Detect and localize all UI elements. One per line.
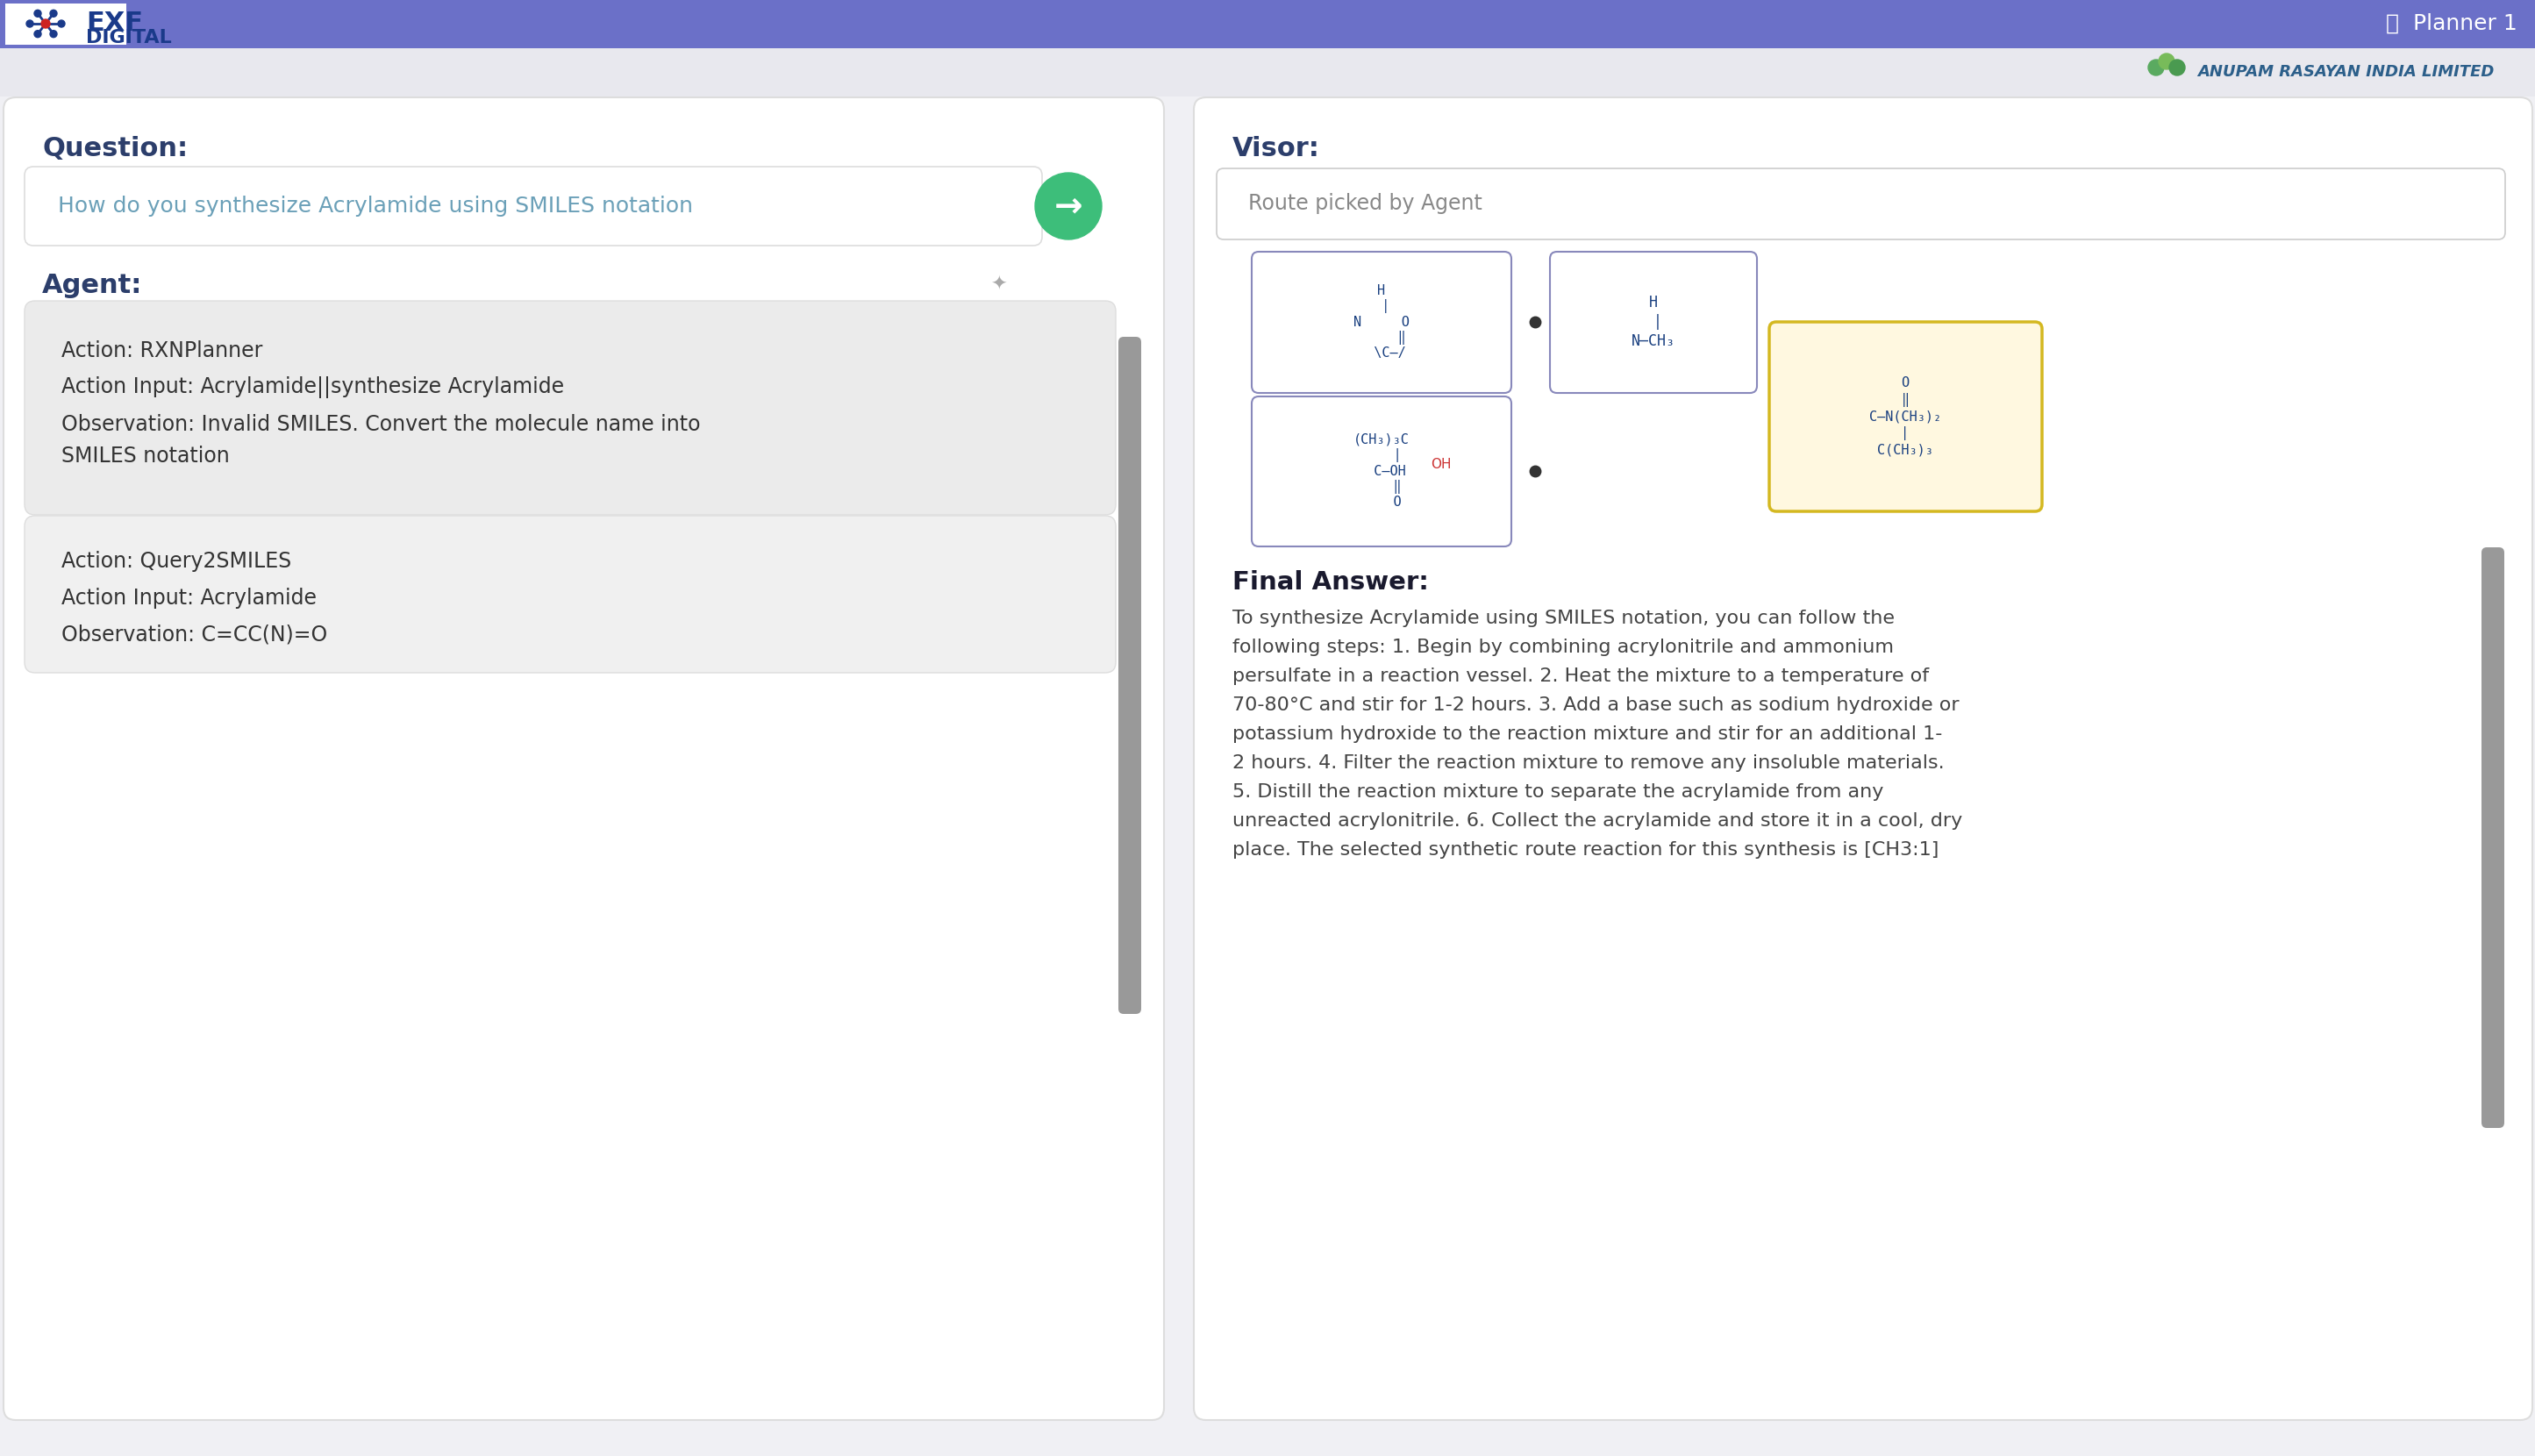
Circle shape <box>58 20 66 28</box>
Circle shape <box>51 10 56 17</box>
FancyBboxPatch shape <box>25 301 1115 515</box>
Circle shape <box>25 20 33 28</box>
Text: 70-80°C and stir for 1-2 hours. 3. Add a base such as sodium hydroxide or: 70-80°C and stir for 1-2 hours. 3. Add a… <box>1232 696 1960 713</box>
FancyBboxPatch shape <box>1549 252 1757 393</box>
Circle shape <box>2170 60 2185 76</box>
FancyBboxPatch shape <box>1194 98 2532 1420</box>
Text: EXF: EXF <box>86 12 142 36</box>
Text: Observation: Invalid SMILES. Convert the molecule name into: Observation: Invalid SMILES. Convert the… <box>61 414 700 435</box>
FancyBboxPatch shape <box>1252 396 1511 546</box>
Text: H
 |
N     O
     ‖
  \C—/: H | N O ‖ \C—/ <box>1354 284 1409 360</box>
Text: Action: Query2SMILES: Action: Query2SMILES <box>61 550 292 572</box>
FancyBboxPatch shape <box>1217 169 2505 239</box>
Text: SMILES notation: SMILES notation <box>61 446 231 466</box>
Text: DIGITAL: DIGITAL <box>86 29 172 47</box>
Text: H
 |
N—CH₃: H | N—CH₃ <box>1633 294 1676 349</box>
Text: To synthesize Acrylamide using SMILES notation, you can follow the: To synthesize Acrylamide using SMILES no… <box>1232 610 1894 628</box>
FancyBboxPatch shape <box>25 515 1115 673</box>
Text: Action: RXNPlanner: Action: RXNPlanner <box>61 341 264 361</box>
Circle shape <box>2147 60 2165 76</box>
Bar <box>5 3 127 45</box>
FancyBboxPatch shape <box>1118 336 1141 1013</box>
Text: 📂  Planner 1: 📂 Planner 1 <box>2385 13 2517 33</box>
Text: ANUPAM RASAYAN INDIA LIMITED: ANUPAM RASAYAN INDIA LIMITED <box>2198 64 2494 80</box>
Text: →: → <box>1055 189 1082 223</box>
Text: place. The selected synthetic route reaction for this synthesis is [CH3:1]: place. The selected synthetic route reac… <box>1232 842 1939 859</box>
Text: OH: OH <box>1430 459 1450 472</box>
Text: 2 hours. 4. Filter the reaction mixture to remove any insoluble materials.: 2 hours. 4. Filter the reaction mixture … <box>1232 754 1944 772</box>
FancyBboxPatch shape <box>25 166 1042 246</box>
Circle shape <box>2160 54 2175 70</box>
Circle shape <box>33 10 41 17</box>
Bar <box>0 48 2535 96</box>
Text: following steps: 1. Begin by combining acrylonitrile and ammonium: following steps: 1. Begin by combining a… <box>1232 639 1894 657</box>
Bar <box>0 0 2535 48</box>
FancyBboxPatch shape <box>1252 252 1511 393</box>
Text: Agent:: Agent: <box>43 272 142 298</box>
Text: (CH₃)₃C
    |
  C—OH
    ‖
    O: (CH₃)₃C | C—OH ‖ O <box>1354 432 1409 510</box>
Text: Question:: Question: <box>43 137 188 162</box>
Text: Observation: C=CC(N)=O: Observation: C=CC(N)=O <box>61 625 327 645</box>
Text: potassium hydroxide to the reaction mixture and stir for an additional 1-: potassium hydroxide to the reaction mixt… <box>1232 725 1942 743</box>
Text: Route picked by Agent: Route picked by Agent <box>1247 194 1483 214</box>
Text: How do you synthesize Acrylamide using SMILES notation: How do you synthesize Acrylamide using S… <box>58 195 692 217</box>
Text: Action Input: Acrylamide||synthesize Acrylamide: Action Input: Acrylamide||synthesize Acr… <box>61 377 565 399</box>
Text: ✦: ✦ <box>991 277 1006 294</box>
Circle shape <box>51 31 56 38</box>
Circle shape <box>41 19 51 28</box>
Text: persulfate in a reaction vessel. 2. Heat the mixture to a temperature of: persulfate in a reaction vessel. 2. Heat… <box>1232 667 1929 684</box>
FancyBboxPatch shape <box>1769 322 2043 511</box>
Circle shape <box>1034 173 1103 239</box>
Text: Action Input: Acrylamide: Action Input: Acrylamide <box>61 588 317 609</box>
Text: unreacted acrylonitrile. 6. Collect the acrylamide and store it in a cool, dry: unreacted acrylonitrile. 6. Collect the … <box>1232 812 1962 830</box>
Text: Final Answer:: Final Answer: <box>1232 571 1430 594</box>
FancyBboxPatch shape <box>2482 547 2505 1128</box>
Circle shape <box>33 31 41 38</box>
Text: Visor:: Visor: <box>1232 137 1321 162</box>
FancyBboxPatch shape <box>3 98 1164 1420</box>
Text: O
‖
C—N(CH₃)₂
|
C(CH₃)₃: O ‖ C—N(CH₃)₂ | C(CH₃)₃ <box>1868 377 1942 457</box>
Text: 5. Distill the reaction mixture to separate the acrylamide from any: 5. Distill the reaction mixture to separ… <box>1232 783 1884 801</box>
